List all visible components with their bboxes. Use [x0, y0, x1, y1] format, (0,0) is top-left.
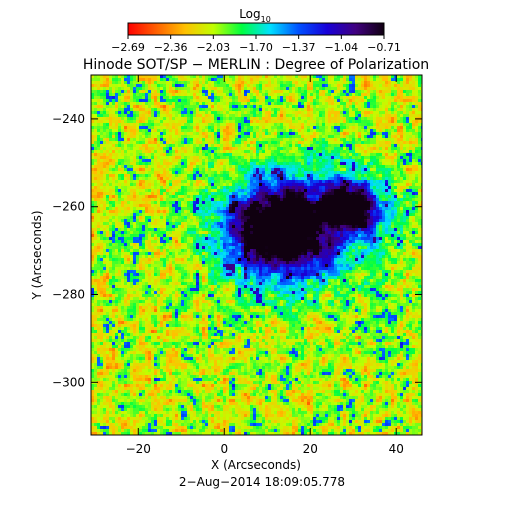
colorbar-tick-label: −1.37	[282, 41, 316, 54]
plot-frame	[90, 74, 423, 436]
heatmap	[91, 75, 422, 435]
x-tick-label: 20	[303, 442, 318, 456]
x-tick-label: 40	[389, 442, 404, 456]
colorbar-tick-label: −2.03	[196, 41, 230, 54]
x-tick-label: −20	[126, 442, 151, 456]
y-axis: −240 −260 −280 −300	[52, 112, 422, 389]
colorbar-tick-label: −2.36	[154, 41, 188, 54]
colorbar-ticks: −2.69 −2.36 −2.03 −1.70 −1.37 −1.04 −0.71	[111, 35, 401, 54]
y-tick-label: −260	[52, 200, 85, 214]
y-tick-label: −300	[52, 375, 85, 389]
x-axis: −20 0 20 40	[126, 75, 404, 456]
colorbar-label: Log10	[239, 7, 271, 24]
x-tick-label: 0	[220, 442, 228, 456]
timestamp: 2−Aug−2014 18:09:05.778	[179, 475, 345, 489]
y-axis-label: Y (Arcseconds)	[30, 210, 44, 300]
colorbar-tick-label: −1.70	[239, 41, 273, 54]
chart-title: Hinode SOT/SP − MERLIN : Degree of Polar…	[83, 57, 429, 73]
colorbar: Log10 −2.69 −2.36 −2.03 −1.70 −1.37 −1.04 −0.7…	[111, 7, 401, 54]
colorbar-tick-label: −1.04	[324, 41, 358, 54]
colorbar-tick-label: −2.69	[111, 41, 145, 54]
y-tick-label: −280	[52, 288, 85, 302]
colorbar-tick-label: −0.71	[367, 41, 401, 54]
y-tick-label: −240	[52, 112, 85, 126]
x-axis-label: X (Arcseconds)	[211, 458, 301, 472]
colorbar-gradient	[127, 22, 385, 36]
